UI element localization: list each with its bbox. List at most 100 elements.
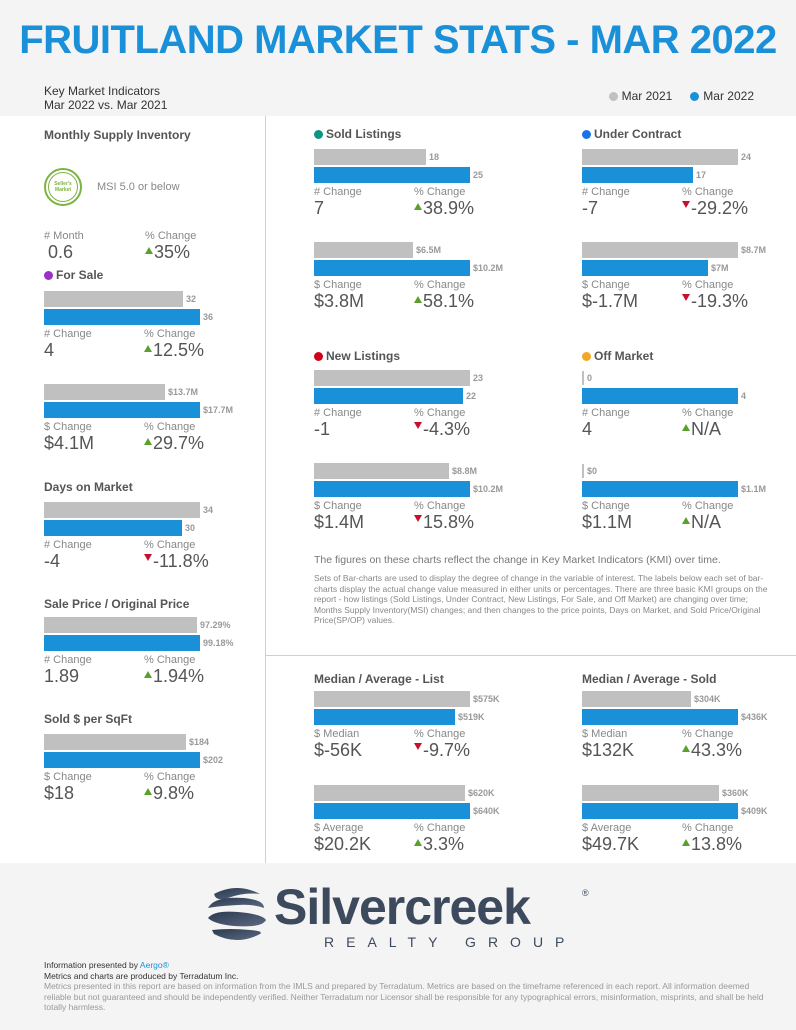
stat-label: % Change	[144, 421, 196, 433]
bar-mar-2022	[582, 481, 738, 497]
stat-value: $1.1M	[582, 512, 633, 532]
bar-row-prev: $184	[44, 733, 274, 751]
bar-row-prev: $620K	[314, 784, 544, 802]
bar-mar-2021	[44, 734, 186, 750]
stat-label: % Change	[682, 279, 734, 291]
bar-chart-sold-per-sqft: $184 $202	[44, 733, 274, 769]
stat-label: $ Change	[314, 279, 362, 291]
badge-inner: Seller's Market	[48, 172, 78, 202]
bar-chart-off-dollar: $0 $1.1M	[582, 462, 796, 498]
bar-value-label: $1.1M	[741, 484, 767, 494]
horizontal-divider	[266, 655, 796, 656]
bar-mar-2021	[582, 785, 719, 801]
stat-label: # Month	[44, 230, 84, 242]
sellers-market-badge-icon: Seller's Market	[44, 168, 82, 206]
bar-chart-for-sale-dollar: $13.7M $17.7M	[44, 383, 274, 419]
stat-label: # Change	[44, 654, 92, 666]
stat-value-text: 43.3%	[691, 740, 743, 760]
stat-value: 0.6	[48, 242, 74, 262]
stat-label: $ Change	[582, 500, 630, 512]
footer: Information presented by Aergo® Metrics …	[44, 960, 764, 1013]
msi-note: MSI 5.0 or below	[97, 181, 180, 193]
section-title-text: Sold Listings	[326, 127, 402, 141]
stat-value: 7	[314, 198, 325, 218]
bar-value-label: $7M	[711, 263, 729, 273]
pct-change-stat: % Change 43.3%	[682, 728, 742, 761]
stat-value: -29.2%	[682, 198, 748, 219]
bar-row-curr: $436K	[582, 708, 796, 726]
category-dot-icon	[314, 351, 323, 361]
bar-row-prev: 32	[44, 290, 274, 308]
stat-value: $-56K	[314, 740, 363, 760]
bar-value-label: $519K	[458, 712, 485, 722]
pct-change-stat: % Change N/A	[682, 500, 733, 533]
stat-value-text: N/A	[691, 419, 722, 439]
bar-mar-2022	[44, 635, 200, 651]
section-title-text: New Listings	[326, 349, 401, 363]
stat-label: # Change	[44, 328, 92, 340]
bar-row-prev: $8.8M	[314, 462, 544, 480]
stat-value-text: 35%	[154, 242, 191, 262]
bar-row-prev: $304K	[582, 690, 796, 708]
msi-pct-stat: % Change 35%	[145, 230, 196, 263]
stat-label: % Change	[414, 279, 466, 291]
change-stat: # Change 7	[314, 186, 362, 219]
aergo-link[interactable]: Aergo®	[139, 960, 169, 970]
stat-label: $ Change	[314, 500, 362, 512]
pct-change-stat: % Change -9.7%	[414, 728, 470, 761]
section-title-sp-op: Sale Price / Original Price	[44, 597, 189, 611]
pct-change-stat: % Change 58.1%	[414, 279, 474, 312]
legend: Mar 2021 Mar 2022	[608, 89, 754, 103]
up-arrow-icon	[414, 839, 422, 846]
bar-mar-2022	[582, 388, 738, 404]
bar-row-prev: 18	[314, 148, 544, 166]
bar-mar-2021	[44, 291, 183, 307]
bar-mar-2021	[582, 464, 584, 478]
stat-value-text: 15.8%	[423, 512, 475, 532]
bar-mar-2021	[582, 242, 738, 258]
stat-value-text: 9.8%	[153, 783, 195, 803]
pct-change-stat: % Change 9.8%	[144, 771, 195, 804]
category-dot-icon	[44, 270, 53, 280]
up-arrow-icon	[682, 745, 690, 752]
bar-row-curr: 22	[314, 387, 544, 405]
bar-row-curr: 99.18%	[44, 634, 274, 652]
stat-value: -11.8%	[144, 551, 209, 572]
change-stat: $ Change $1.1M	[582, 500, 632, 533]
stat-value: 58.1%	[414, 291, 474, 312]
bar-mar-2021	[314, 149, 426, 165]
bar-chart-days-on-market: 34 30	[44, 501, 274, 537]
stat-value: 9.8%	[144, 783, 195, 804]
stat-label: # Change	[314, 407, 362, 419]
bar-chart-sold-average: $360K $409K	[582, 784, 796, 820]
stat-value: -7	[582, 198, 599, 218]
section-title-text: Sale Price / Original Price	[44, 597, 190, 611]
stat-label: % Change	[144, 539, 196, 551]
stat-value: 29.7%	[144, 433, 204, 454]
notes-headline: The figures on these charts reflect the …	[314, 554, 721, 566]
bar-chart-new-dollar: $8.8M $10.2M	[314, 462, 544, 498]
stat-value: 4	[582, 419, 593, 439]
change-stat: # Change 1.89	[44, 654, 92, 687]
legend-dot-icon	[608, 91, 618, 101]
bar-mar-2021	[314, 463, 449, 479]
down-arrow-icon	[414, 743, 422, 750]
legend-item-curr: Mar 2022	[690, 89, 754, 103]
bar-value-label: $360K	[722, 788, 749, 798]
bar-mar-2021	[314, 370, 470, 386]
stat-value: 35%	[145, 242, 196, 263]
stat-value: 12.5%	[144, 340, 204, 361]
bar-value-label: $640K	[473, 806, 500, 816]
bar-value-label: $8.7M	[741, 245, 767, 255]
bar-mar-2021	[314, 785, 465, 801]
section-title-sold-per-sqft: Sold $ per SqFt	[44, 712, 132, 726]
stat-value-text: -11.8%	[153, 551, 209, 571]
stat-value: 1.89	[44, 666, 80, 686]
pct-change-stat: % Change -19.3%	[682, 279, 748, 312]
legend-label: Mar 2021	[621, 89, 673, 103]
stat-label: # Change	[582, 407, 630, 419]
change-stat: $ Median $-56K	[314, 728, 362, 761]
bar-row-prev: $6.5M	[314, 241, 544, 259]
change-stat: # Change 4	[44, 328, 92, 361]
bar-row-curr: $202	[44, 751, 274, 769]
